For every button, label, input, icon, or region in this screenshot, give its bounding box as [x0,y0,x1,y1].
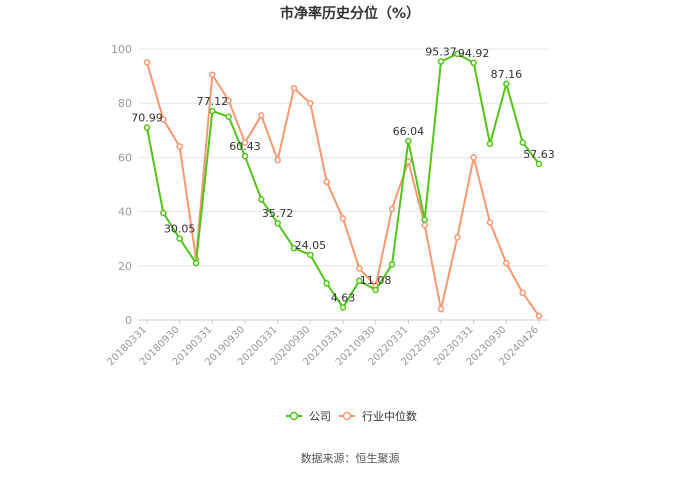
data-point [519,289,526,297]
data-point [388,205,396,213]
data-point [225,97,232,104]
data-label: 60.43 [229,140,261,153]
grid-layer [138,48,548,321]
data-point [225,113,232,120]
data-label-layer: 70.99 30.05 77.12 60.43 35.72 24.05 4.63 11.08 6… [131,46,555,305]
legend: 公司 行业中位数 [286,409,417,423]
data-point [176,143,183,150]
data-point [405,137,412,145]
data-point [323,280,330,287]
data-point [356,265,363,272]
data-point [241,152,249,160]
data-point [339,304,347,311]
source-note: 数据来源：恒生聚源 [301,451,400,465]
data-point [241,139,249,146]
axis-layer: 0204060801002018033120180930201903312019… [105,43,541,368]
y-tick-label: 40 [118,206,132,219]
data-point [307,251,314,259]
data-point [470,59,477,67]
y-tick-label: 20 [118,260,132,273]
data-point [486,140,494,148]
data-point [209,71,216,78]
data-point [356,277,363,284]
data-point [143,124,151,131]
chart-title: 市净率历史分位（%） [280,5,420,22]
data-point [323,178,330,186]
y-tick-label: 0 [125,314,132,327]
data-point [503,259,510,267]
data-point [535,312,543,320]
data-label: 66.04 [393,125,425,138]
data-point [454,50,461,58]
legend-swatch-marker [342,411,352,421]
data-point [437,58,445,65]
data-label: 4.63 [331,291,356,304]
data-label: 87.16 [491,68,523,81]
data-point [143,59,151,66]
y-tick-label: 80 [118,97,132,110]
data-label: 94.92 [458,47,490,60]
data-point [421,216,428,223]
data-label: 77.12 [197,95,229,108]
data-point [388,261,396,268]
data-label: 95.37 [425,46,457,59]
data-point [274,219,281,227]
data-label: 11.08 [360,274,392,287]
data-point [454,234,461,241]
legend-label: 公司 [309,410,331,423]
data-point [290,244,298,252]
data-label: 24.05 [295,239,327,252]
data-point [535,160,543,168]
data-point [307,99,314,107]
y-tick-label: 100 [111,43,132,56]
data-point [290,85,298,92]
legend-label: 行业中位数 [362,409,417,423]
data-label: 70.99 [131,112,163,125]
data-point [421,221,428,229]
data-point [339,215,347,222]
data-point [470,154,477,161]
data-label: 57.63 [523,148,555,161]
data-point [192,259,200,267]
data-point [503,80,510,88]
legend-swatch-marker [289,411,299,421]
data-point [258,196,265,203]
data-point [258,112,265,119]
data-point [519,139,526,146]
data-point [176,235,183,242]
data-label: 35.72 [262,207,294,220]
data-point [437,305,445,313]
series-layer [143,50,543,320]
data-point [160,116,167,123]
data-point [486,219,494,226]
y-tick-label: 60 [118,151,132,164]
data-point [209,107,216,115]
data-point [274,156,281,164]
data-point [372,286,379,294]
data-point [160,209,167,217]
data-label: 30.05 [164,223,196,236]
